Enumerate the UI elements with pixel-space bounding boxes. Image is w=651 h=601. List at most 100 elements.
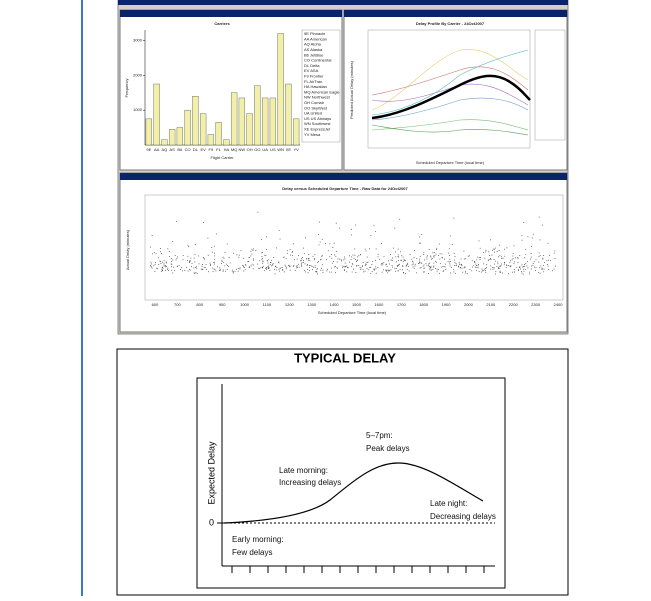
dot [365, 263, 366, 265]
dot [526, 261, 528, 262]
dot [221, 261, 223, 262]
dot [311, 266, 313, 267]
dot [168, 269, 169, 271]
dot [390, 259, 392, 261]
dot [478, 240, 480, 242]
dot [517, 257, 519, 258]
bar [207, 134, 215, 146]
dot [397, 270, 399, 272]
dot [531, 237, 533, 239]
dot [533, 261, 535, 263]
dot [201, 265, 203, 267]
dot [429, 267, 431, 269]
dot [448, 248, 450, 250]
dot [419, 267, 421, 269]
dot [333, 261, 334, 262]
axis-label: Flight Carrier [210, 155, 234, 160]
dot [486, 267, 487, 269]
dot [347, 267, 349, 269]
dot [373, 268, 375, 270]
dot [213, 268, 215, 270]
dot [445, 269, 447, 270]
dot [385, 264, 387, 266]
dot [388, 260, 389, 262]
dot [265, 267, 266, 269]
x-tick-label: 9E [146, 147, 151, 152]
dot [239, 268, 241, 270]
dot [356, 265, 358, 266]
legend-entry: EV ASA [304, 68, 319, 73]
window [119, 172, 568, 333]
dot [206, 269, 208, 270]
dot [289, 269, 291, 271]
dot [158, 264, 160, 265]
dot [392, 247, 394, 249]
dot [288, 264, 289, 266]
dot [506, 264, 508, 266]
dot [492, 248, 494, 250]
dot [351, 262, 353, 264]
dot [402, 256, 404, 258]
dot [255, 250, 257, 251]
dot [150, 246, 151, 248]
average-curve [371, 74, 531, 120]
dot [181, 270, 183, 272]
x-tick-label: 700 [174, 302, 181, 307]
dot [465, 258, 467, 260]
dot [251, 253, 253, 255]
dot [450, 261, 452, 262]
dot [301, 264, 303, 266]
dot [335, 250, 337, 252]
dot [352, 263, 354, 265]
dot [284, 264, 286, 266]
dot [468, 255, 470, 257]
x-tick-label: MQ [231, 147, 237, 152]
dot [151, 267, 153, 269]
dot [278, 268, 280, 270]
dot [377, 256, 379, 258]
dot [406, 268, 408, 270]
annotation: Late night: [430, 499, 467, 508]
dot [224, 265, 226, 267]
dot [436, 247, 438, 249]
dot [383, 262, 385, 264]
dot [412, 261, 414, 263]
dot [163, 264, 165, 266]
dot [172, 259, 174, 261]
dot [212, 261, 214, 263]
dot [524, 264, 525, 265]
x-tick-label: OO [254, 147, 260, 152]
dot [171, 263, 173, 265]
dot [187, 260, 188, 261]
dot [395, 251, 397, 253]
dot [194, 266, 196, 268]
dot [202, 269, 204, 270]
app-titlebar [118, 0, 568, 5]
dot [547, 264, 548, 266]
x-tick-label: 1900 [442, 302, 452, 307]
dot [243, 266, 244, 268]
dot [282, 269, 283, 270]
x-tick-label: OH [247, 147, 253, 152]
dot [474, 262, 476, 263]
x-tick-label: YV [293, 147, 299, 152]
dot [381, 271, 383, 273]
x-tick-label: 1400 [330, 302, 340, 307]
dot [210, 264, 212, 265]
dot [444, 266, 446, 268]
dot [332, 262, 333, 264]
dot [518, 270, 519, 271]
axis-label: Scheduled Departure Time (local time) [318, 310, 387, 315]
annotation: Decreasing delays [430, 512, 496, 521]
dot [398, 256, 399, 258]
dot [159, 260, 161, 262]
dot [293, 265, 294, 267]
dot [458, 265, 459, 267]
dot [207, 254, 209, 256]
dot [153, 265, 155, 267]
dot [538, 271, 540, 273]
dot [194, 244, 196, 246]
dot [541, 268, 543, 270]
dot [375, 266, 377, 268]
x-tick-label: 2100 [486, 302, 496, 307]
